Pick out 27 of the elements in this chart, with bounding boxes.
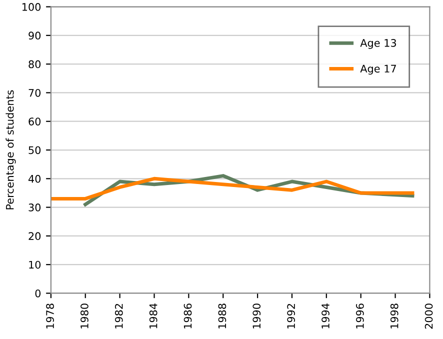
x-tick-label: 1994 — [322, 304, 330, 328]
line-series — [50, 176, 414, 200]
y-tick-label: 30 — [28, 204, 41, 212]
x-tick-label: 1996 — [356, 304, 364, 328]
y-tick-label: 50 — [28, 146, 41, 154]
x-tick-label: 1998 — [390, 304, 398, 328]
x-tick-label: 1988 — [218, 304, 226, 328]
x-tick-label: 1978 — [46, 304, 54, 328]
legend-label: Age 17 — [360, 64, 396, 75]
y-tick-label: 20 — [28, 232, 41, 240]
y-tick-label: 0 — [35, 289, 41, 298]
x-tick-label: 1990 — [252, 304, 261, 328]
x-tick-label: 1986 — [184, 304, 192, 328]
x-tick-label: 2000 — [424, 304, 433, 329]
y-tick-label: 10 — [29, 260, 41, 269]
x-tick-label: 1992 — [287, 304, 295, 328]
x-tick-label: 1982 — [114, 304, 123, 328]
y-tick-label: 40 — [28, 174, 41, 183]
y-tick-label: 60 — [28, 118, 41, 126]
x-tick-label: 1980 — [80, 304, 88, 328]
y-tick-label: 90 — [28, 32, 41, 40]
y-tick-label: 80 — [28, 60, 41, 68]
y-tick-label: 70 — [28, 88, 41, 97]
y-tick-label: 100 — [22, 3, 41, 11]
y-axis-title: Percentage of students — [6, 90, 16, 210]
legend-label: Age 13 — [360, 38, 396, 49]
x-tick-label: 1984 — [149, 304, 158, 328]
